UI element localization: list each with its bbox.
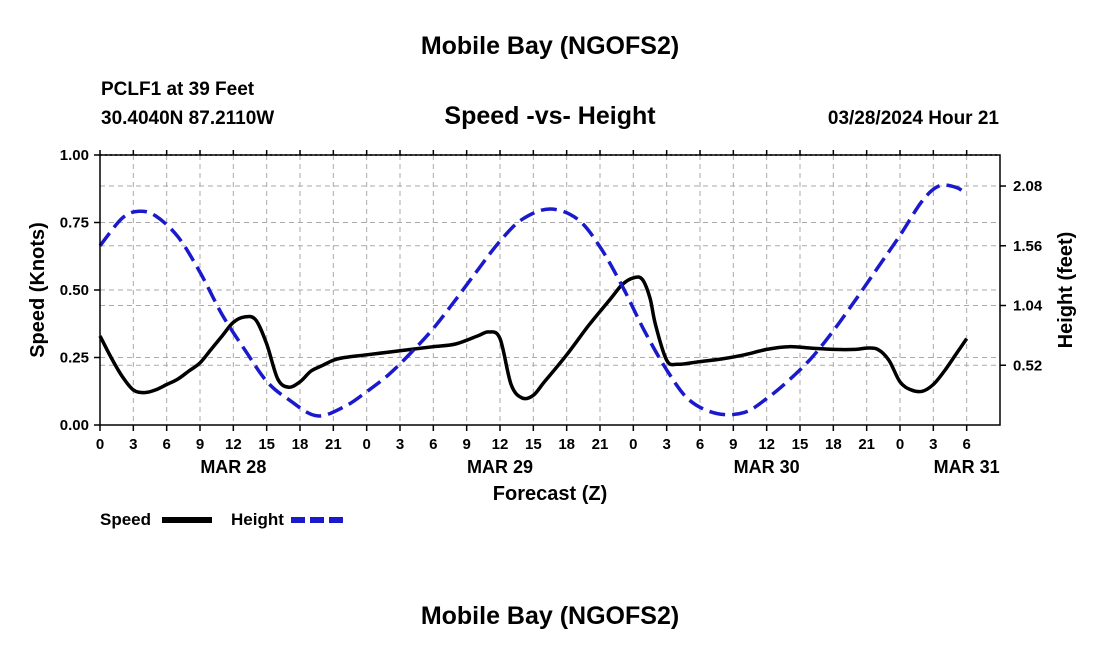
x-tick-label: 9	[196, 436, 204, 453]
x-tick-label: 12	[492, 436, 509, 453]
legend: Speed Height	[100, 510, 343, 529]
x-tick-label: 3	[662, 436, 670, 453]
y-axis-title: Speed (Knots)	[27, 222, 49, 358]
x-tick-label: 18	[558, 436, 575, 453]
x-tick-label: 15	[525, 436, 542, 453]
x-tick-label: 0	[96, 436, 104, 453]
station-coordinates: 30.4040N 87.2110W	[101, 108, 274, 129]
y2-tick-label: 0.52	[1013, 357, 1042, 374]
x-tick-label: 6	[696, 436, 704, 453]
x-tick-label: 0	[629, 436, 637, 453]
footer-title: Mobile Bay (NGOFS2)	[421, 602, 679, 630]
x-tick-label: 18	[292, 436, 309, 453]
x-tick-label: 21	[858, 436, 875, 453]
x-tick-label: 21	[592, 436, 609, 453]
x-tick-label: 3	[129, 436, 137, 453]
chart-title: Mobile Bay (NGOFS2)	[421, 32, 679, 60]
y-tick-label: 0.25	[60, 350, 89, 367]
y2-axis-title: Height (feet)	[1055, 232, 1077, 349]
date-label: MAR 28	[200, 457, 266, 477]
speed-series-line	[98, 275, 969, 401]
x-tick-label: 6	[162, 436, 170, 453]
x-tick-label: 18	[825, 436, 842, 453]
x-tick-label: 3	[929, 436, 937, 453]
x-tick-label: 9	[462, 436, 470, 453]
y-tick-label: 0.50	[60, 282, 89, 299]
x-tick-label: 3	[396, 436, 404, 453]
legend-label-height: Height	[231, 510, 284, 529]
x-axis-title: Forecast (Z)	[493, 483, 607, 505]
gridlines	[100, 155, 1000, 425]
x-tick-label: 6	[962, 436, 970, 453]
series-group	[98, 183, 969, 418]
x-tick-label: 6	[429, 436, 437, 453]
y-tick-label: 0.75	[60, 215, 89, 232]
x-tick-label: 15	[792, 436, 809, 453]
date-label: MAR 31	[934, 457, 1000, 477]
y2-tick-label: 1.56	[1013, 238, 1042, 255]
x-tick-label: 12	[758, 436, 775, 453]
x-tick-label: 15	[258, 436, 275, 453]
x-tick-label: 0	[362, 436, 370, 453]
x-tick-label: 0	[896, 436, 904, 453]
station-label: PCLF1 at 39 Feet	[101, 79, 255, 100]
y-tick-label: 0.00	[60, 417, 89, 434]
x-tick-label: 12	[225, 436, 242, 453]
y2-tick-label: 2.08	[1013, 178, 1042, 195]
x-tick-label: 9	[729, 436, 737, 453]
date-label: MAR 30	[734, 457, 800, 477]
x-tick-label: 21	[325, 436, 342, 453]
y-tick-label: 1.00	[60, 147, 89, 164]
legend-label-speed: Speed	[100, 510, 151, 529]
y2-tick-label: 1.04	[1013, 298, 1043, 315]
height-series-line	[98, 183, 968, 418]
date-label: MAR 29	[467, 457, 533, 477]
axes: 0 3 6 9 12 15 18 21 0 3 6 9 12 15 18 21 0 3 6 9 12 15 18 21 0 3 6 0…	[60, 147, 1043, 477]
forecast-datetime: 03/28/2024 Hour 21	[828, 108, 1000, 129]
chart-subtitle: Speed -vs- Height	[444, 102, 656, 130]
